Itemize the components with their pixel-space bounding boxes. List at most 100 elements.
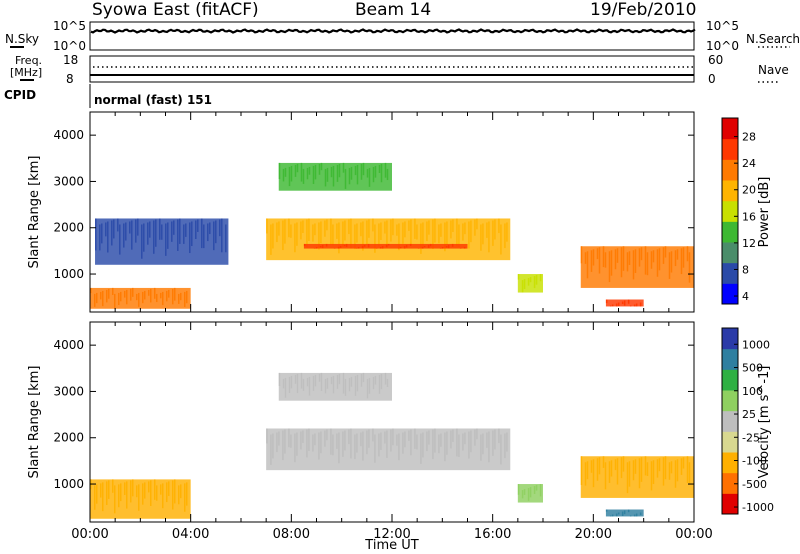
data-region [90,479,191,519]
heatmap-speckle [344,220,346,241]
heatmap-speckle [633,304,636,307]
heatmap-speckle [354,224,356,250]
heatmap-speckle [375,247,378,249]
freq-tick-top: 18 [63,53,78,67]
heatmap-speckle [372,376,375,390]
heatmap-speckle [207,223,209,242]
heatmap-speckle [633,514,636,517]
heatmap-speckle [476,428,478,440]
heatmap-speckle [598,457,601,475]
heatmap-speckle [344,168,347,189]
heatmap-speckle [221,218,223,253]
heatmap-speckle [506,222,508,242]
heatmap-speckle [378,164,381,173]
heatmap-speckle [402,222,404,244]
heatmap-speckle [462,433,464,451]
heatmap-speckle [392,428,394,446]
heatmap-speckle [617,512,620,515]
heatmap-speckle [296,432,298,456]
heatmap-speckle [302,430,304,443]
heatmap-speckle [342,431,344,457]
heatmap-speckle [356,433,358,453]
heatmap-speckle [456,218,458,247]
heatmap-speckle [640,457,643,482]
heatmap-speckle [608,251,611,283]
heatmap-speckle [458,224,460,247]
heatmap-speckle [438,434,440,454]
heatmap-speckle [276,432,278,453]
freq-frame [89,55,695,83]
heatmap-speckle [368,429,370,448]
heatmap-speckle [452,429,454,442]
heatmap-speckle [338,163,341,178]
heatmap-speckle [100,291,102,300]
noise-left-tick-top: 10^5 [53,19,86,33]
heatmap-speckle [444,432,446,462]
heatmap-speckle [386,168,389,181]
heatmap-speckle [670,251,673,273]
heatmap-speckle [390,219,392,242]
heatmap-speckle [166,290,168,302]
colorbar-swatch [722,390,738,412]
heatmap-speckle [492,430,494,456]
heatmap-speckle [476,218,478,230]
heatmap-speckle [300,431,302,450]
x-tick-label: 16:00 [474,527,511,542]
heatmap-speckle [605,299,608,304]
heatmap-speckle [488,431,490,463]
heatmap-speckle [586,251,589,279]
y-tick-label: 2000 [53,431,84,445]
heatmap-speckle [350,166,353,180]
y-tick-label: 1000 [53,477,84,491]
heatmap-speckle [308,218,310,241]
heatmap-speckle [367,243,370,248]
heatmap-speckle [398,433,400,461]
heatmap-speckle [676,249,679,260]
heatmap-speckle [635,513,638,517]
heatmap-speckle [422,222,424,248]
colorbar-tick-label: 25 [742,408,756,421]
velocity-panel: 1000 2000 3000 4000 00:00 04:00 08:00 12:00 16:… [27,321,774,553]
freq-tick-bottom: 8 [66,72,74,86]
heatmap-speckle [592,459,595,488]
heatmap-speckle [611,304,614,307]
heatmap-speckle [99,224,101,251]
heatmap-speckle [209,222,211,235]
colorbar-tick-label: 100 [742,385,763,398]
colorbar-swatch [722,493,738,515]
heatmap-speckle [324,220,326,237]
heatmap-speckle [615,303,618,307]
heatmap-speckle [658,458,661,472]
heatmap-speckle [266,218,268,234]
heatmap-speckle [640,247,643,261]
heatmap-speckle [342,162,345,173]
heatmap-speckle [384,221,386,234]
velocity-colorbar: 1000 500 100 25 -25 -100 -500 -1000 [721,327,774,515]
heatmap-speckle [320,372,323,391]
velocity-y-axis: 1000 2000 3000 4000 [53,338,694,491]
heatmap-speckle [132,479,134,497]
heatmap-speckle [447,244,450,249]
heatmap-speckle [148,289,150,296]
data-region [266,428,511,471]
heatmap-speckle [201,218,203,249]
heatmap-speckle [620,457,623,479]
colorbar-tick-label: -1000 [742,501,774,514]
heatmap-speckle [622,456,625,472]
heatmap-speckle [320,162,323,171]
power-x-ticks [89,112,695,312]
heatmap-speckle [312,224,314,242]
heatmap-speckle [159,218,161,240]
velocity-heatmap [90,372,694,519]
power-y-axis-label: Slant Range [km] [27,156,42,269]
heatmap-speckle [360,432,362,447]
heatmap-speckle [405,244,408,248]
heatmap-speckle [108,288,110,299]
heatmap-speckle [288,166,291,187]
colorbar-swatch [722,200,738,222]
x-tick-label: 12:00 [373,527,410,542]
heatmap-speckle [333,247,336,249]
heatmap-speckle [404,221,406,238]
heatmap-speckle [330,376,333,385]
heatmap-speckle [339,245,342,248]
